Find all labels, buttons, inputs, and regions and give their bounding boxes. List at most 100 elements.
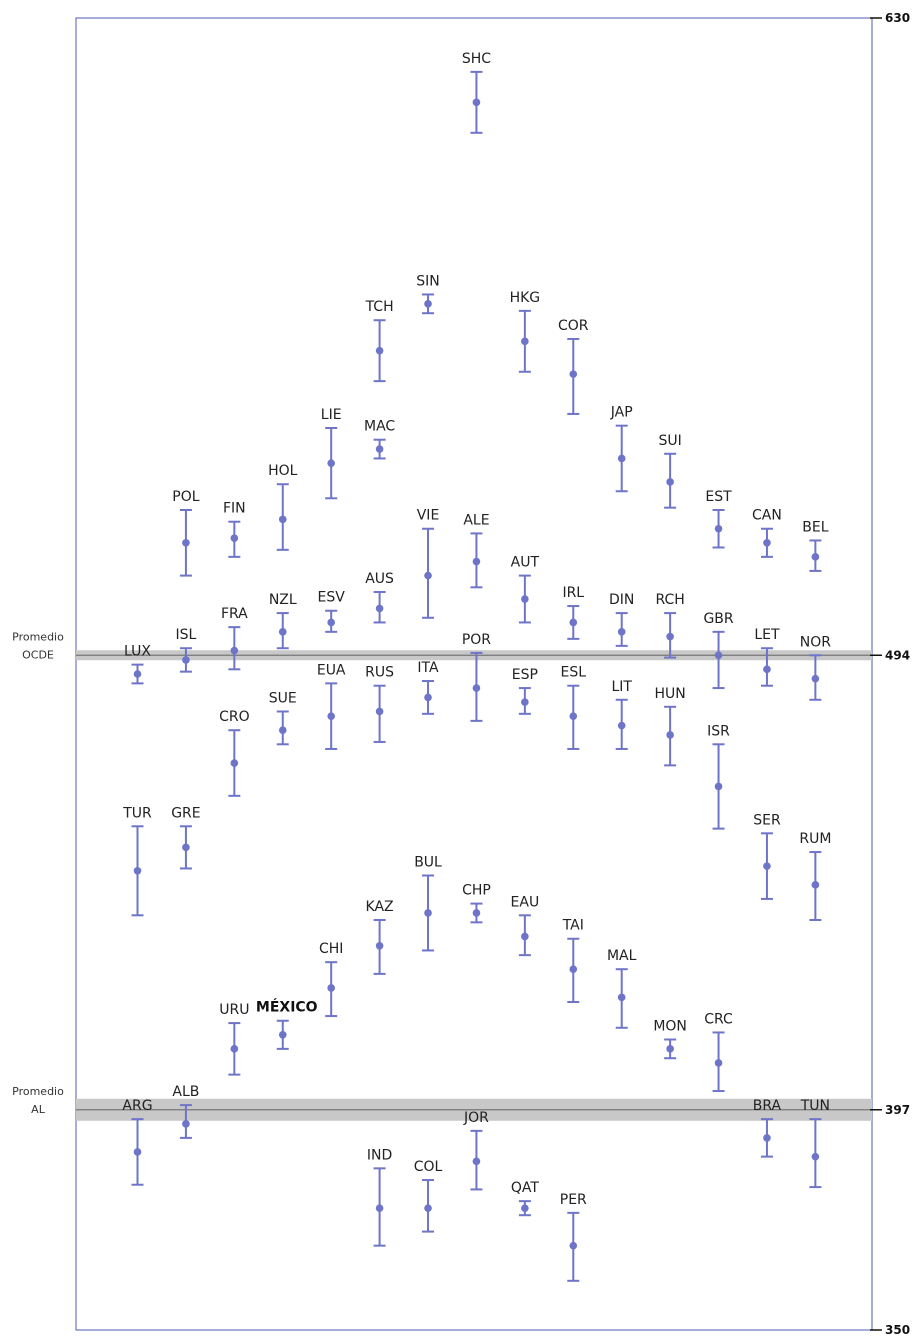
reference-bands: Promedio OCDE Promedio AL bbox=[12, 630, 872, 1121]
country-errorbar: POL bbox=[172, 489, 200, 577]
data-point bbox=[230, 646, 239, 655]
reference-label: AL bbox=[31, 1103, 46, 1116]
data-point bbox=[327, 459, 335, 467]
country-errorbar: ISR bbox=[707, 723, 730, 830]
point-label: NOR bbox=[800, 634, 831, 650]
country-errorbar: ESP bbox=[512, 667, 538, 715]
point-label: POR bbox=[462, 632, 491, 648]
country-errorbar: SER bbox=[753, 812, 781, 900]
point-label: CAN bbox=[752, 508, 782, 524]
country-errorbar: IND bbox=[367, 1147, 392, 1247]
point-label: TCH bbox=[365, 299, 394, 315]
data-point bbox=[617, 454, 626, 463]
country-errorbar: PER bbox=[560, 1192, 587, 1282]
point-label: BRA bbox=[753, 1098, 782, 1114]
point-label: RUM bbox=[799, 831, 831, 847]
country-errorbar: AUS bbox=[365, 571, 394, 624]
country-errorbar: IRL bbox=[562, 585, 584, 640]
data-point bbox=[811, 1152, 820, 1161]
data-point bbox=[278, 515, 287, 524]
data-point bbox=[521, 1204, 529, 1212]
data-point bbox=[569, 965, 578, 973]
country-errorbar: SIN bbox=[416, 273, 440, 315]
point-label: NZL bbox=[269, 592, 297, 608]
point-label: LIT bbox=[611, 679, 632, 695]
country-errorbar: SHC bbox=[462, 51, 491, 134]
point-label: VIE bbox=[417, 508, 440, 524]
country-errorbar: TUR bbox=[122, 805, 152, 917]
data-point bbox=[278, 628, 287, 636]
point-label: ALE bbox=[463, 512, 489, 528]
country-errorbar: CHP bbox=[462, 883, 491, 924]
data-point bbox=[230, 759, 239, 767]
point-label: MÉXICO bbox=[256, 999, 318, 1016]
country-errorbar: CAN bbox=[752, 508, 782, 558]
data-point bbox=[617, 628, 626, 636]
data-point bbox=[472, 1157, 481, 1166]
y-axis: 630 494 397 350 bbox=[870, 11, 910, 1336]
y-tick-label: 397 bbox=[885, 1103, 910, 1117]
reference-label: Promedio bbox=[12, 630, 64, 643]
country-errorbar: LET bbox=[754, 627, 780, 687]
data-point bbox=[133, 1148, 142, 1156]
country-errorbar: ESL bbox=[561, 665, 586, 750]
data-point bbox=[230, 534, 239, 542]
country-errorbar: HOL bbox=[268, 463, 298, 551]
point-label: MAL bbox=[607, 948, 637, 964]
country-errorbar: TCH bbox=[365, 299, 394, 383]
point-label: RCH bbox=[655, 592, 684, 608]
data-point bbox=[472, 557, 481, 566]
data-point bbox=[569, 712, 578, 720]
point-label: ARG bbox=[122, 1098, 152, 1114]
point-label: GRE bbox=[171, 805, 200, 821]
country-errorbar: COR bbox=[558, 318, 589, 415]
country-errorbar: POR bbox=[462, 632, 491, 722]
data-point bbox=[375, 941, 384, 950]
data-point bbox=[230, 1045, 239, 1053]
data-point bbox=[133, 670, 142, 678]
point-label: SIN bbox=[416, 273, 440, 289]
data-point bbox=[182, 539, 190, 547]
point-label: SER bbox=[753, 812, 781, 828]
point-label: POL bbox=[172, 489, 199, 505]
country-errorbar: RUS bbox=[365, 665, 394, 743]
country-errorbar: URU bbox=[219, 1002, 249, 1076]
point-label: AUT bbox=[511, 555, 540, 571]
point-label: ISR bbox=[707, 723, 730, 739]
country-errorbar: BUL bbox=[414, 854, 442, 952]
data-point bbox=[521, 932, 529, 941]
point-label: HKG bbox=[510, 290, 541, 306]
country-errorbar: RCH bbox=[655, 592, 685, 659]
data-point bbox=[811, 553, 820, 561]
data-point bbox=[472, 684, 481, 692]
data-point bbox=[424, 693, 432, 702]
point-label: CHP bbox=[462, 883, 491, 899]
point-label: MAC bbox=[364, 419, 395, 435]
point-label: FIN bbox=[223, 501, 246, 517]
data-point bbox=[375, 346, 384, 355]
data-point bbox=[763, 665, 771, 674]
country-errorbar: MAL bbox=[607, 948, 637, 1029]
data-point bbox=[182, 656, 190, 664]
country-errorbar: MON bbox=[653, 1018, 687, 1060]
data-point bbox=[521, 595, 529, 603]
point-label: PER bbox=[560, 1192, 587, 1208]
country-errorbar: HUN bbox=[654, 686, 686, 767]
country-errorbar: GBR bbox=[703, 611, 734, 690]
country-errorbar: COL bbox=[414, 1159, 443, 1233]
point-label: LUX bbox=[124, 644, 151, 660]
country-errorbar: LIT bbox=[611, 679, 632, 750]
country-errorbar: LIE bbox=[321, 407, 342, 500]
data-point bbox=[327, 712, 335, 720]
country-errorbar: ITA bbox=[417, 660, 439, 715]
country-errorbar: EST bbox=[705, 489, 732, 549]
country-errorbar: QAT bbox=[511, 1180, 539, 1217]
data-point bbox=[666, 1045, 674, 1053]
data-point bbox=[763, 539, 771, 547]
point-label: LIE bbox=[321, 407, 342, 423]
country-errorbar: HKG bbox=[510, 290, 541, 373]
country-errorbar: ISL bbox=[176, 627, 197, 673]
point-label: RUS bbox=[365, 665, 394, 681]
y-tick-label: 630 bbox=[885, 11, 910, 25]
point-label: ESP bbox=[512, 667, 538, 683]
